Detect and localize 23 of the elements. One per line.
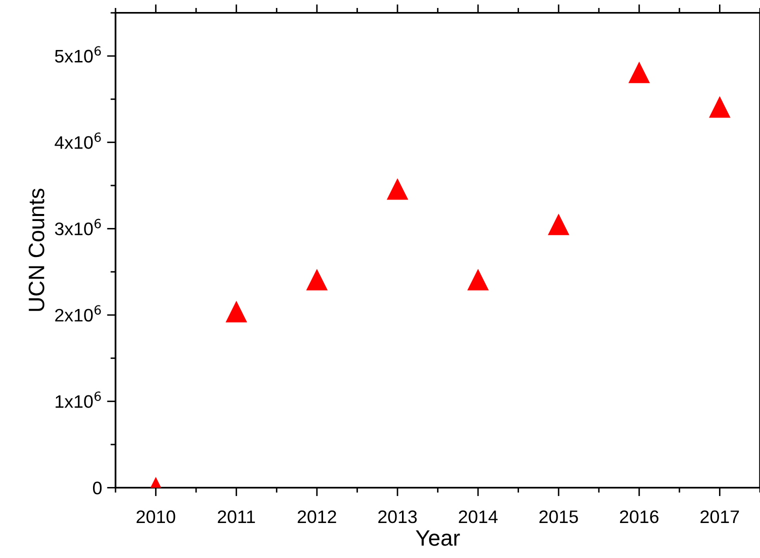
y-tick-label: 3x10$^{6}$	[54, 218, 101, 236]
point	[467, 268, 489, 290]
y-tick-label: 0	[92, 482, 102, 494]
y-tick-label: 2x10$^{6}$	[55, 305, 101, 322]
x-tick-label: 2013	[378, 510, 417, 524]
x-tick-label: 2010	[136, 510, 176, 524]
x-tick-label: 2014	[458, 510, 498, 524]
y-tick-label: 4x10$^{6}$	[54, 132, 101, 149]
point	[386, 178, 408, 200]
x-tick-label: 2011	[218, 510, 255, 524]
x-axis-title: Year	[416, 530, 460, 546]
x-tick-label: 2017	[700, 510, 739, 524]
y-tick-label: 5x10$^{6}$	[55, 46, 101, 63]
point	[226, 300, 248, 322]
point	[548, 214, 570, 236]
y-axis-title: UCN Counts	[28, 188, 44, 311]
point	[708, 96, 730, 118]
point	[306, 268, 328, 290]
x-tick-label: 2015	[539, 510, 578, 524]
x-tick-label: 2016	[620, 510, 658, 524]
point	[628, 62, 650, 84]
x-tick-label: 2012	[298, 510, 336, 524]
y-tick-label: 1x10$^{6}$	[56, 391, 101, 408]
